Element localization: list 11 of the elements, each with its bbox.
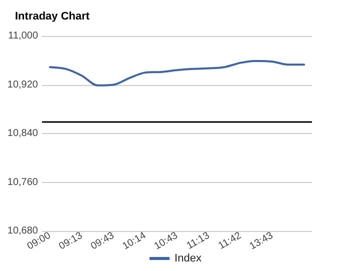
y-tick-label: 11,000 <box>8 30 38 42</box>
chart-title: Intraday Chart <box>15 10 90 22</box>
y-tick-label: 10,920 <box>7 79 38 90</box>
y-tick-label: 10,760 <box>7 176 38 188</box>
y-tick-label: 10,840 <box>7 128 38 139</box>
x-tick-label: 11:42 <box>216 230 244 252</box>
x-tick-label: 09:13 <box>57 230 85 252</box>
x-tick-label: 09:43 <box>89 230 117 252</box>
x-tick-label: 11:13 <box>185 230 212 252</box>
line-series <box>48 60 306 86</box>
legend-label: Index <box>174 252 202 264</box>
